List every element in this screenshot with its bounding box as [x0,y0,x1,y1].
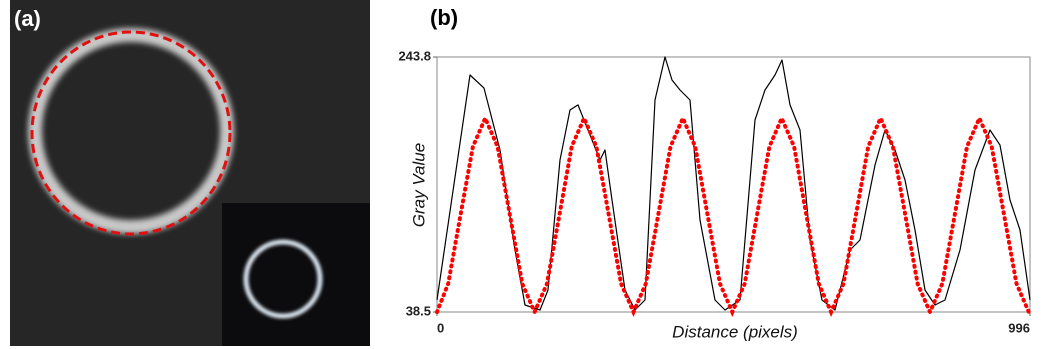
plot-frame [436,56,1031,313]
panel-label: (a) [14,6,41,31]
inset-ring [243,239,323,319]
y-tick-label: 243.8 [398,48,431,63]
fit-circle [30,30,232,236]
panel-a-image: (a) [10,0,370,346]
series-line [436,56,1031,311]
y-tick-label: 38.5 [406,303,431,318]
series-line [435,113,1031,318]
x-tick-label: 0 [437,320,444,335]
ring [28,28,234,234]
plot: 38.5 243.8 0 996 [398,48,1031,335]
y-axis-label: Gray Value [409,143,428,227]
x-axis-label: Distance (pixels) [672,322,798,341]
panel-label: (b) [430,5,458,30]
x-tick-label: 996 [1008,320,1030,335]
